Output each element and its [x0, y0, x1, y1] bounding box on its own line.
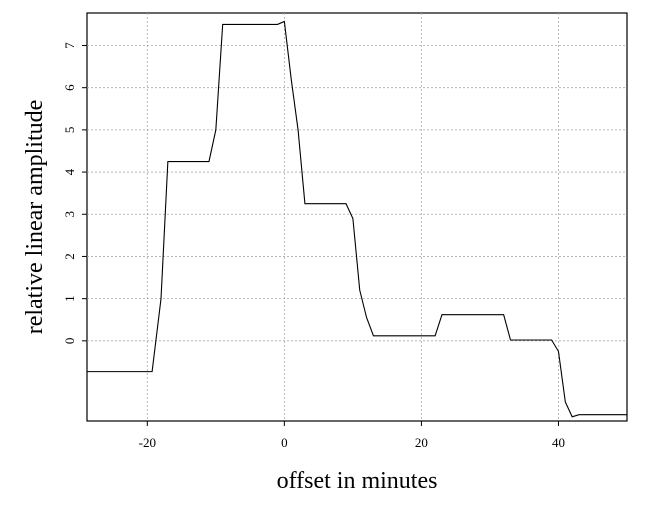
- x-tick-label: 0: [281, 435, 288, 450]
- x-axis-label: offset in minutes: [277, 468, 438, 494]
- y-tick-label: 1: [62, 295, 77, 302]
- plot-frame: [86, 12, 628, 422]
- y-tick-label: 2: [62, 253, 77, 260]
- y-tick-label: 4: [62, 168, 77, 175]
- x-tick-label: -20: [139, 435, 156, 450]
- data-line: [87, 20, 627, 418]
- y-tick-label: 5: [62, 127, 77, 134]
- x-tick-label: 40: [552, 435, 565, 450]
- y-axis-label: relative linear amplitude: [22, 100, 48, 335]
- x-tick-label: 20: [415, 435, 428, 450]
- y-tick-label: 0: [62, 338, 77, 345]
- y-tick-label: 3: [62, 211, 77, 218]
- y-tick-label: 6: [62, 84, 77, 91]
- y-tick-label: 7: [62, 42, 77, 49]
